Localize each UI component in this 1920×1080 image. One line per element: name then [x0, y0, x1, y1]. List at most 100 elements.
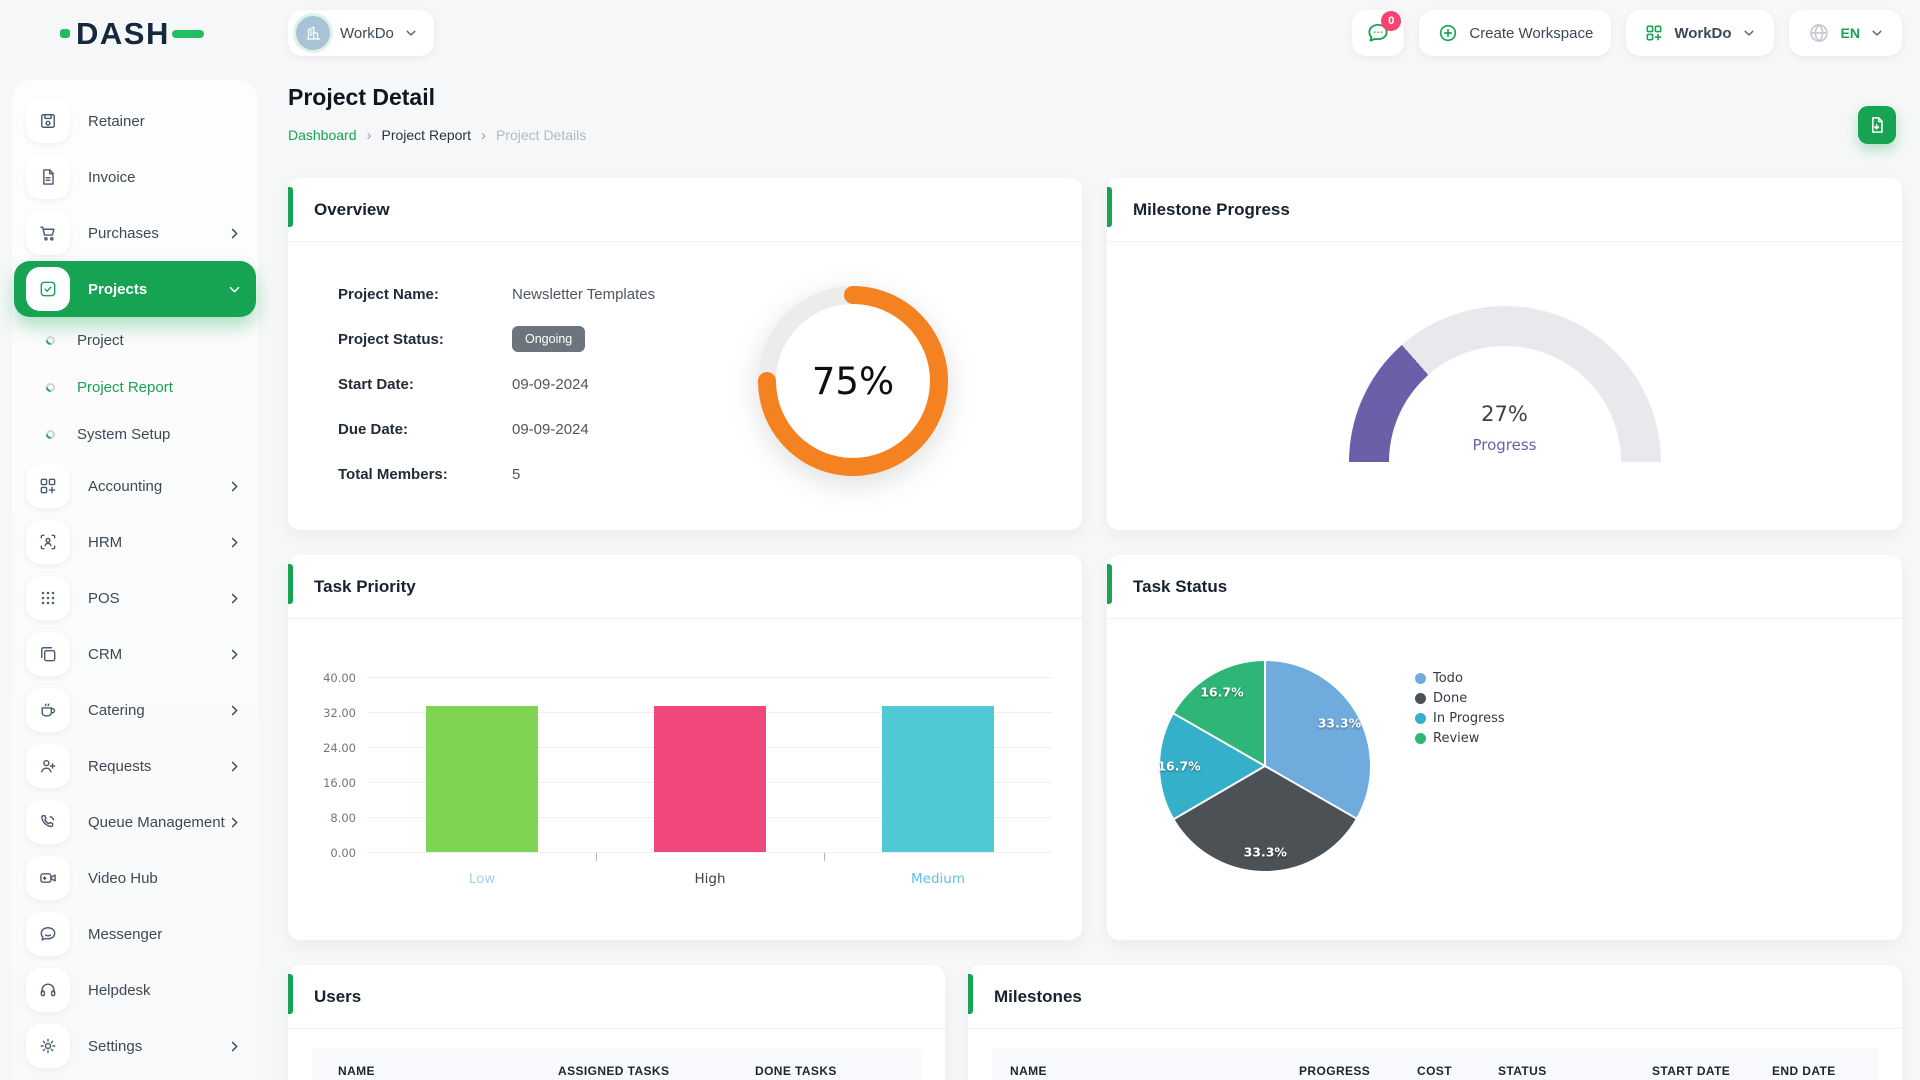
sidebar-item-hrm[interactable]: HRM: [14, 514, 256, 570]
accent-bar: [288, 187, 293, 227]
x-axis-label-high: High: [694, 871, 726, 887]
legend-dot: [1415, 712, 1426, 724]
chevron-down-icon: [404, 26, 418, 40]
floppy-icon: [26, 99, 70, 143]
sidebar-item-crm[interactable]: CRM: [14, 626, 256, 682]
chevron-right-icon: [227, 479, 242, 494]
bar-chart-category-labels: Low High Medium: [368, 871, 1052, 887]
workdo-menu-label: WorkDo: [1674, 24, 1732, 42]
logo-dot: [60, 29, 70, 38]
field-value: 09-09-2024: [512, 375, 589, 393]
sidebar-item-label: Queue Management: [88, 813, 225, 831]
field-value: 09-09-2024: [512, 420, 589, 438]
card-header: Milestones: [968, 965, 1902, 1029]
sidebar-item-catering[interactable]: Catering: [14, 682, 256, 738]
pie-slice-label: 16.7%: [1157, 758, 1201, 774]
card-title: Overview: [314, 199, 390, 219]
language-selector[interactable]: EN: [1788, 10, 1902, 56]
card-header: Milestone Progress: [1107, 178, 1902, 242]
sidebar-subitem-project[interactable]: Project: [14, 317, 256, 364]
chevron-right-icon: [227, 815, 242, 830]
accent-bar: [1107, 187, 1112, 227]
page-title: Project Detail: [288, 84, 435, 110]
sidebar-subitem-project-report[interactable]: Project Report: [14, 364, 256, 411]
sidebar-item-helpdesk[interactable]: Helpdesk: [14, 962, 256, 1018]
overview-fields: Project Name: Newsletter Templates Project…: [338, 282, 655, 507]
bar-columns: [368, 677, 1052, 852]
sidebar-item-label: Settings: [88, 1037, 143, 1055]
circle-plus-icon: [1437, 22, 1459, 44]
user-plus-icon: [26, 744, 70, 788]
sidebar-item-label: Purchases: [88, 224, 159, 242]
legend-item-in-progress[interactable]: In Progress: [1415, 708, 1505, 728]
legend-label: Review: [1433, 730, 1480, 746]
export-button[interactable]: [1858, 106, 1896, 144]
chevron-down-icon: [227, 282, 242, 297]
workspace-name: WorkDo: [340, 24, 394, 42]
sidebar-item-invoice[interactable]: Invoice: [14, 149, 256, 205]
bar-low[interactable]: [426, 706, 538, 852]
bar-column: [824, 677, 1052, 852]
video-icon: [26, 856, 70, 900]
sidebar-item-pos[interactable]: POS: [14, 570, 256, 626]
sidebar-item-settings[interactable]: Settings: [14, 1018, 256, 1074]
sidebar-item-messenger[interactable]: Messenger: [14, 906, 256, 962]
sidebar-item-projects[interactable]: Projects: [14, 261, 256, 317]
chevron-right-icon: [227, 1039, 242, 1054]
legend-item-review[interactable]: Review: [1415, 728, 1505, 748]
sidebar-item-purchases[interactable]: Purchases: [14, 205, 256, 261]
sidebar-item-video-hub[interactable]: Video Hub: [14, 850, 256, 906]
sidebar-subitem-label: System Setup: [77, 426, 171, 443]
users-table-header: NAME ASSIGNED TASKS DONE TASKS: [312, 1048, 921, 1080]
column-header-cost: COST: [1417, 1064, 1452, 1078]
sidebar-item-label: Retainer: [88, 112, 145, 130]
bar-high[interactable]: [654, 706, 766, 852]
chevron-down-icon: [1870, 26, 1884, 40]
chat-bubble-icon: [1365, 20, 1391, 46]
sidebar-item-requests[interactable]: Requests: [14, 738, 256, 794]
breadcrumb-item[interactable]: Project Report: [381, 127, 471, 143]
pie-slice-label: 33.3%: [1243, 844, 1287, 860]
workdo-menu-button[interactable]: WorkDo: [1626, 10, 1774, 56]
legend-item-done[interactable]: Done: [1415, 688, 1505, 708]
check-square-icon: [26, 267, 70, 311]
coffee-icon: [26, 688, 70, 732]
users-card: Users NAME ASSIGNED TASKS DONE TASKS: [288, 965, 945, 1080]
sidebar-subitem-label: Project: [77, 332, 124, 349]
column-header-name: NAME: [1010, 1064, 1047, 1078]
messages-button[interactable]: 0: [1352, 10, 1405, 56]
column-header-start-date: START DATE: [1652, 1064, 1731, 1078]
sidebar-subitem-system-setup[interactable]: System Setup: [14, 411, 256, 458]
dots-grid-icon: [26, 576, 70, 620]
bar-medium[interactable]: [882, 706, 994, 852]
task-status-pie-chart[interactable]: 33.3% 33.3% 16.7% 16.7%: [1157, 661, 1370, 871]
overview-field: Total Members: 5: [338, 462, 655, 486]
breadcrumb-item[interactable]: Dashboard: [288, 127, 357, 143]
sidebar-item-accounting[interactable]: Accounting: [14, 458, 256, 514]
legend-label: In Progress: [1433, 710, 1505, 726]
gridline: [368, 677, 1052, 678]
y-axis-tick-label: 0.00: [330, 846, 356, 860]
chat-icon: [26, 912, 70, 956]
gauge-sub-label: Progress: [1472, 436, 1537, 454]
chevron-right-icon: [227, 226, 242, 241]
axis-tick: [595, 853, 597, 861]
sidebar-item-label: Accounting: [88, 477, 163, 495]
column-header-progress: PROGRESS: [1299, 1064, 1371, 1078]
chevron-right-icon: [227, 703, 242, 718]
create-workspace-button[interactable]: Create Workspace: [1419, 10, 1612, 56]
overview-field: Project Name: Newsletter Templates: [338, 282, 655, 306]
cart-icon: [26, 211, 70, 255]
sidebar-item-retainer[interactable]: Retainer: [14, 93, 256, 149]
card-header: Overview: [288, 178, 1082, 242]
pie-chart-legend: Todo Done In Progress Review: [1415, 668, 1505, 748]
sidebar: Retainer Invoice Purchases Projects Project P…: [12, 80, 258, 1080]
legend-item-todo[interactable]: Todo: [1415, 668, 1505, 688]
globe-icon: [1807, 21, 1831, 45]
card-title: Task Priority: [314, 576, 416, 596]
sidebar-item-label: Video Hub: [88, 869, 158, 887]
sidebar-item-label: Catering: [88, 701, 145, 719]
sidebar-item-queue-management[interactable]: Queue Management: [14, 794, 256, 850]
workspace-selector[interactable]: WorkDo: [288, 10, 434, 56]
accent-bar: [968, 974, 973, 1014]
